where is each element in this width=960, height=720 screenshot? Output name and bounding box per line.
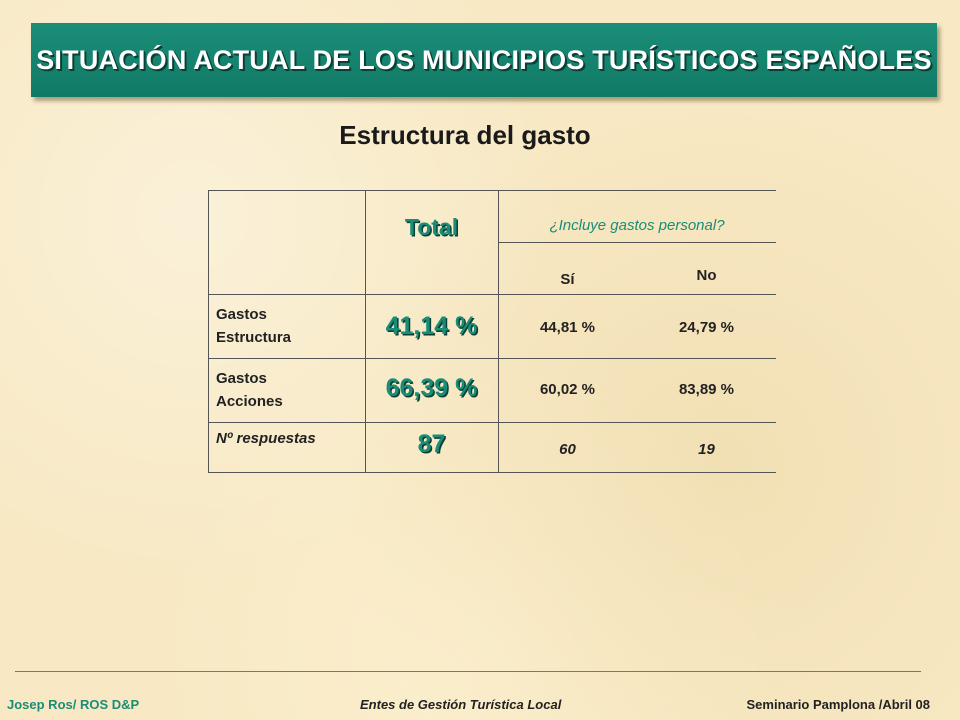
title-banner: SITUACIÓN ACTUAL DE LOS MUNICIPIOS TURÍS… (31, 23, 937, 97)
group-header: ¿Incluye gastos personal? (549, 216, 725, 234)
no-value: 24,79 % (678, 318, 735, 336)
no-value: 83,89 % (678, 380, 735, 398)
slide-title: SITUACIÓN ACTUAL DE LOS MUNICIPIOS TURÍS… (36, 44, 932, 75)
table-rule-header (208, 294, 776, 295)
si-value: 60,02 % (539, 380, 596, 398)
table-rule-row1 (208, 358, 776, 359)
row-label-line2: Estructura (216, 329, 292, 346)
table-row-label: Gastos Estructura (216, 300, 361, 352)
footer-topic: Entes de Gestión Turística Local (360, 697, 562, 712)
table-border-left (208, 190, 209, 473)
si-value: 60 (559, 440, 576, 458)
table-rule-subheader (498, 242, 776, 243)
footer-author: Josep Ros/ ROS D&P (7, 697, 140, 712)
expense-table: Total ¿Incluye gastos personal? Sí No Ga… (208, 190, 776, 473)
footer-event: Seminario Pamplona /Abril 08 (746, 697, 931, 712)
table-row-label: Nº respuestas (216, 429, 316, 447)
total-value: 66,39 % (385, 373, 478, 402)
no-value: 19 (698, 440, 715, 458)
slide-subtitle: Estructura del gasto (339, 120, 591, 150)
column-header-no: No (696, 266, 717, 284)
table-rule-bottom (208, 472, 776, 473)
table-row-label: Gastos Acciones (216, 364, 361, 416)
total-header: Total (404, 213, 459, 240)
row-label-line1: Gastos (216, 306, 267, 323)
total-value: 41,14 % (385, 311, 478, 340)
row-label-line2: Acciones (216, 393, 283, 410)
table-col-divider-2 (498, 190, 499, 473)
column-header-si: Sí (560, 270, 575, 288)
footer-divider (15, 671, 921, 672)
total-value: 87 (417, 429, 446, 458)
table-rule-top (208, 190, 776, 191)
table-rule-row2 (208, 422, 776, 423)
table-col-divider-1 (365, 190, 366, 473)
row-label-line1: Gastos (216, 370, 267, 387)
si-value: 44,81 % (539, 318, 596, 336)
